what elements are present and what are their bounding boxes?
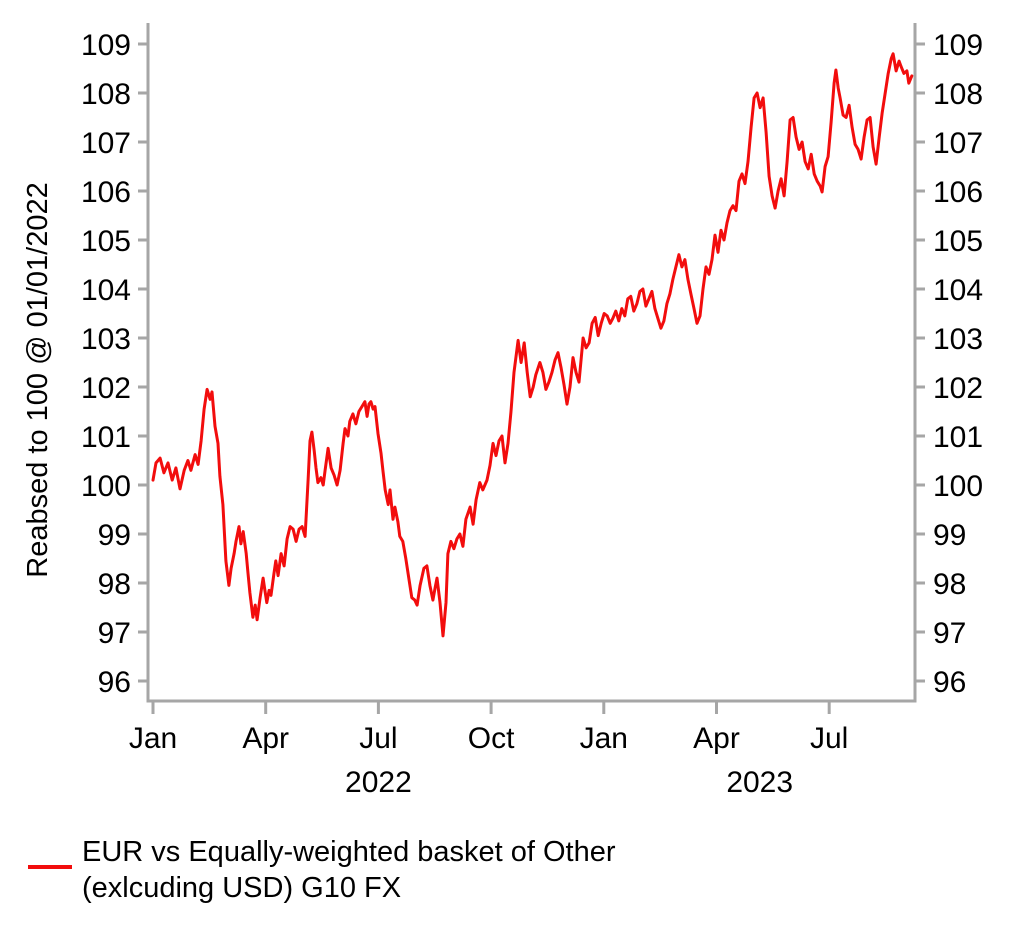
y-tick-label-left-100: 100 <box>81 470 131 503</box>
y-tick-label-right-96: 96 <box>933 666 966 699</box>
y-tick-label-left-108: 108 <box>81 78 131 111</box>
y-tick-label-right-101: 101 <box>933 421 983 454</box>
y-tick-label-left-103: 103 <box>81 323 131 356</box>
series-line-0 <box>151 52 914 638</box>
legend-label-line2: (exlcuding USD) G10 FX <box>82 872 401 904</box>
y-tick-label-right-104: 104 <box>933 274 983 307</box>
y-tick-label-right-106: 106 <box>933 176 983 209</box>
y-tick-label-left-102: 102 <box>81 372 131 405</box>
x-tick-label-1: Apr <box>242 722 289 755</box>
y-tick-label-right-97: 97 <box>933 617 966 650</box>
y-tick-label-left-97: 97 <box>98 617 131 650</box>
y-tick-label-left-105: 105 <box>81 225 131 258</box>
y-tick-label-left-107: 107 <box>81 127 131 160</box>
y-tick-label-left-106: 106 <box>81 176 131 209</box>
legend-label-line1: EUR vs Equally-weighted basket of Other <box>82 836 616 868</box>
x-tick-label-6: Jul <box>810 722 848 755</box>
y-tick-label-right-99: 99 <box>933 519 966 552</box>
y-tick-label-right-107: 107 <box>933 127 983 160</box>
y-tick-label-left-99: 99 <box>98 519 131 552</box>
plot-axes <box>146 23 917 703</box>
axis-tick-labels: 96 96 97 97 98 98 99 99 100 100 101 101 102 102 103 103… <box>81 29 983 799</box>
x-tick-label-0: Jan <box>129 722 177 755</box>
y-tick-label-right-103: 103 <box>933 323 983 356</box>
x-tick-label-3: Oct <box>468 722 515 755</box>
y-tick-label-left-96: 96 <box>98 666 131 699</box>
x-tick-label-2: Jul <box>359 722 397 755</box>
y-tick-label-left-109: 109 <box>81 29 131 62</box>
legend: EUR vs Equally-weighted basket of Other … <box>28 836 616 904</box>
y-tick-label-right-105: 105 <box>933 225 983 258</box>
x-year-label-2022: 2022 <box>345 766 412 799</box>
x-tick-label-4: Jan <box>580 722 628 755</box>
y-tick-label-right-102: 102 <box>933 372 983 405</box>
x-year-label-2023: 2023 <box>726 766 793 799</box>
y-tick-label-left-98: 98 <box>98 568 131 601</box>
y-tick-label-left-104: 104 <box>81 274 131 307</box>
series-layer <box>151 52 914 638</box>
y-tick-label-left-101: 101 <box>81 421 131 454</box>
axis-ticks <box>138 42 925 714</box>
y-tick-label-right-108: 108 <box>933 78 983 111</box>
y-axis-title: Reabsed to 100 @ 01/01/2022 <box>22 182 54 577</box>
y-tick-label-right-109: 109 <box>933 29 983 62</box>
x-tick-label-5: Apr <box>693 722 740 755</box>
y-tick-label-right-98: 98 <box>933 568 966 601</box>
y-tick-label-right-100: 100 <box>933 470 983 503</box>
